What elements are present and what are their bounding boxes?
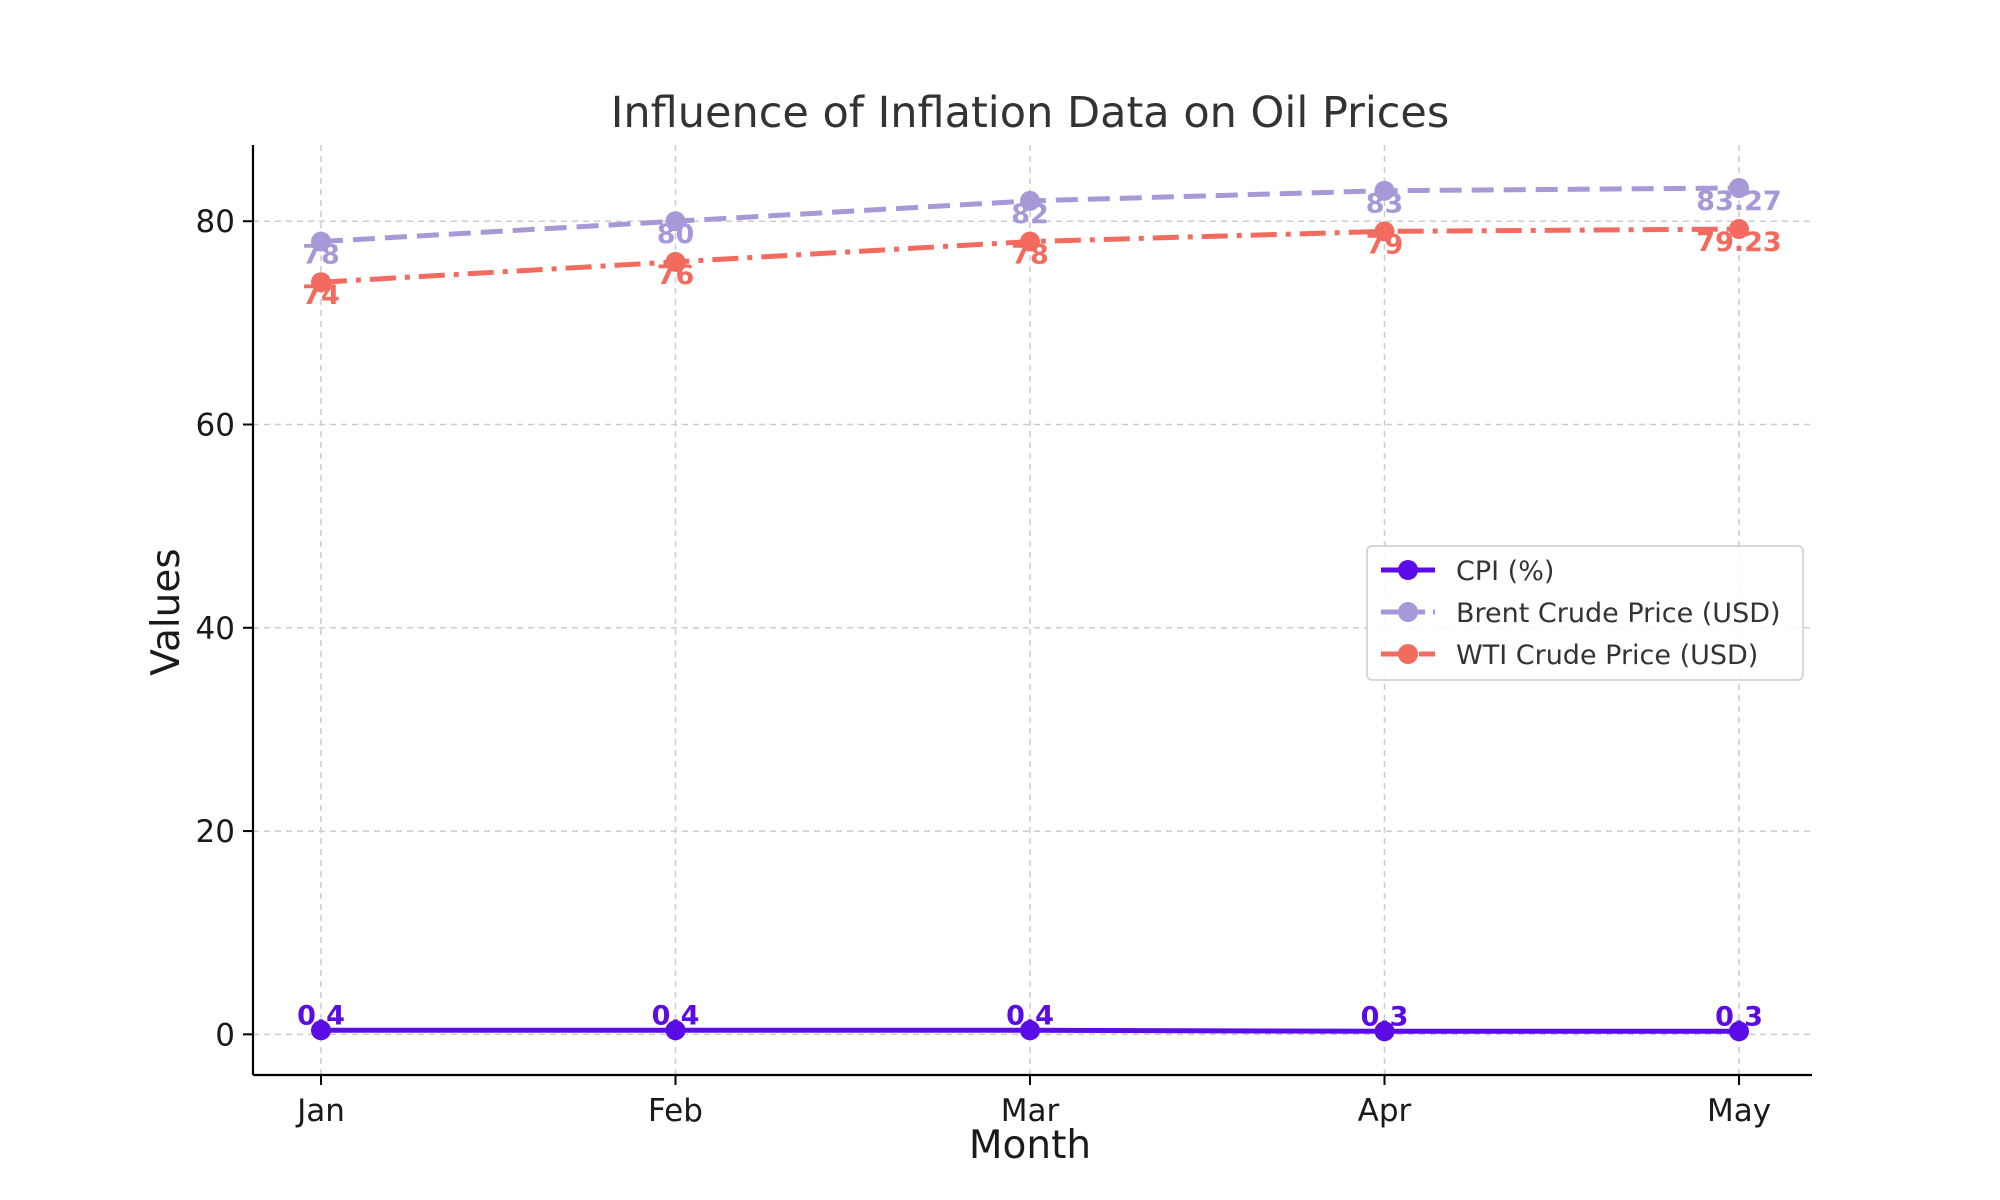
data-label: 0.3 (1715, 1001, 1763, 1032)
data-point (1020, 190, 1040, 211)
data-label: 80 (657, 219, 695, 250)
data-point (311, 231, 331, 252)
data-point (1729, 177, 1749, 198)
data-label: 76 (657, 260, 695, 291)
data-point (665, 251, 686, 272)
data-point (1020, 1020, 1040, 1041)
x-tick-label: Jan (295, 1093, 345, 1129)
legend-entry: WTI Crude Price (USD) (1456, 640, 1758, 671)
y-tick-label: 80 (196, 204, 235, 240)
data-label: 0.3 (1361, 1001, 1409, 1032)
data-label: 0.4 (652, 1000, 700, 1031)
x-tick-label: Apr (1358, 1093, 1412, 1129)
data-label: 0.4 (1006, 1000, 1054, 1031)
data-point (311, 272, 331, 293)
data-label: 0.4 (297, 1000, 345, 1031)
data-point (665, 211, 686, 232)
legend-box (1366, 545, 1804, 681)
x-axis-label: Month (969, 1123, 1091, 1168)
data-label: 78 (302, 240, 340, 271)
data-point (665, 1020, 686, 1041)
data-label: 74 (302, 280, 340, 311)
y-tick-label: 60 (196, 408, 235, 444)
legend-marker-2 (1398, 644, 1418, 664)
legend-marker-0 (1398, 560, 1418, 580)
y-axis-label: Values (144, 548, 189, 675)
data-point (1729, 219, 1749, 240)
data-label: 83 (1366, 189, 1404, 220)
data-point (1374, 1021, 1395, 1042)
legend: CPI (%) Brent Crude Price (USD) WTI Crude … (1366, 545, 1804, 681)
data-point (1020, 231, 1040, 252)
x-tick-label: Feb (648, 1093, 703, 1129)
data-label: 78 (1011, 240, 1049, 271)
series-layer (311, 177, 1749, 1042)
data-labels: 0.4 0.4 0.4 0.3 0.3 78 80 82 83 83.27 74 76 78 79 79.2… (297, 186, 1782, 1032)
legend-marker-1 (1398, 602, 1418, 622)
data-point (311, 1020, 331, 1041)
data-label: 82 (1011, 199, 1049, 230)
x-tick-label: Mar (1001, 1093, 1060, 1129)
data-label: 79.23 (1696, 227, 1781, 258)
x-tick-label: May (1707, 1093, 1771, 1129)
y-tick-label: 0 (215, 1017, 235, 1053)
legend-entry: Brent Crude Price (USD) (1456, 598, 1781, 629)
data-label: 83.27 (1696, 186, 1781, 217)
axes: 0 20 40 60 80 Jan Feb Mar Apr May (196, 145, 1812, 1129)
y-tick-label: 20 (196, 814, 235, 850)
data-point (1374, 180, 1395, 201)
data-label: 79 (1366, 229, 1404, 260)
chart-title: Influence of Inflation Data on Oil Price… (611, 88, 1450, 138)
data-point (1374, 221, 1395, 242)
legend-entry: CPI (%) (1456, 556, 1554, 587)
data-point (1729, 1021, 1749, 1042)
y-tick-label: 40 (196, 611, 235, 647)
